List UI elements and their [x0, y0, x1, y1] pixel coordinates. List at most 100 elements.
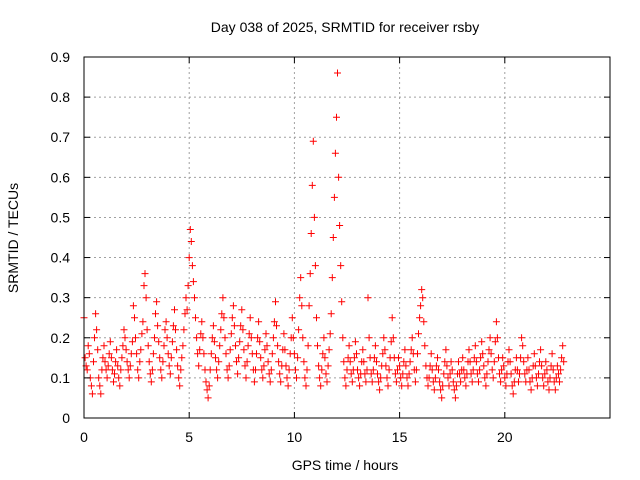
data-point [204, 394, 212, 402]
data-point [346, 358, 354, 366]
data-point [400, 358, 408, 366]
data-point [321, 354, 329, 362]
data-point [92, 310, 100, 318]
data-point [93, 326, 101, 334]
data-point [446, 370, 454, 378]
data-point [342, 382, 350, 390]
data-point [435, 366, 442, 374]
data-point [161, 326, 169, 334]
data-point [102, 366, 110, 374]
data-point [106, 338, 114, 346]
data-point [311, 262, 319, 270]
data-point [236, 338, 244, 346]
data-point [225, 362, 233, 370]
data-point [235, 354, 243, 362]
data-point [160, 342, 168, 350]
data-point [148, 366, 156, 374]
data-point [419, 294, 427, 302]
data-point [466, 358, 474, 366]
data-points [80, 69, 568, 402]
data-point [426, 362, 434, 370]
data-point [243, 358, 251, 366]
data-point [362, 378, 370, 386]
y-tick-label: 0.5 [51, 209, 71, 225]
data-point [524, 354, 532, 362]
data-point [339, 334, 347, 342]
data-point [264, 358, 272, 366]
data-point [428, 366, 436, 374]
data-point [94, 346, 102, 354]
y-tick-labels: 0 0.1 0.2 0.3 0.4 0.5 0.6 0.7 0.8 0.9 [51, 49, 71, 426]
data-point [137, 346, 145, 354]
data-point [465, 346, 473, 354]
data-point [214, 374, 222, 382]
data-point [303, 366, 311, 374]
data-point [505, 346, 513, 354]
data-point [112, 358, 120, 366]
data-point [104, 362, 112, 370]
data-point [526, 378, 534, 386]
data-point [210, 338, 218, 346]
data-point [449, 378, 457, 386]
data-point [337, 262, 345, 270]
data-point [250, 378, 258, 386]
data-point [156, 354, 164, 362]
axis-ticks [83, 56, 610, 419]
y-axis-label: SRMTID / TECUs [5, 183, 21, 293]
data-point [219, 294, 227, 302]
data-point [531, 362, 539, 370]
data-point [274, 342, 282, 350]
data-point [411, 378, 419, 386]
data-point [125, 374, 133, 382]
data-point [146, 370, 154, 378]
data-point [500, 362, 508, 370]
data-point [335, 173, 343, 181]
data-point [320, 334, 328, 342]
data-point [404, 382, 412, 390]
data-point [260, 362, 268, 370]
data-point [256, 338, 264, 346]
data-point [482, 382, 490, 390]
data-point [481, 374, 489, 382]
data-point [196, 346, 204, 354]
data-point [107, 354, 115, 362]
data-point [508, 382, 516, 390]
data-point [169, 322, 177, 330]
data-point [145, 358, 153, 366]
data-point [338, 298, 346, 306]
data-point [547, 362, 555, 370]
data-point [432, 362, 440, 370]
data-point [475, 378, 482, 386]
data-point [296, 294, 304, 302]
data-point [298, 302, 306, 310]
data-point [542, 358, 550, 366]
data-point [328, 274, 336, 282]
data-point [484, 358, 492, 366]
data-point [128, 338, 136, 346]
data-point [331, 149, 339, 157]
data-point [269, 334, 277, 342]
data-point [379, 350, 387, 358]
data-point [517, 354, 525, 362]
data-point [470, 354, 478, 362]
data-point [166, 370, 174, 378]
data-point [110, 378, 117, 386]
data-point [370, 354, 378, 362]
data-point [179, 342, 187, 350]
data-point [281, 346, 289, 354]
data-point [317, 382, 325, 390]
data-point [288, 314, 296, 322]
data-point [442, 346, 450, 354]
data-point [457, 378, 465, 386]
data-point [499, 354, 507, 362]
data-point [414, 350, 421, 358]
data-point [163, 334, 171, 342]
data-point [438, 394, 446, 402]
chart-title: Day 038 of 2025, SRMTID for receiver rsb… [211, 19, 479, 35]
data-point [519, 342, 527, 350]
x-tick-label: 5 [185, 429, 193, 445]
data-point [116, 382, 124, 390]
data-point [536, 358, 543, 366]
data-point [501, 374, 509, 382]
